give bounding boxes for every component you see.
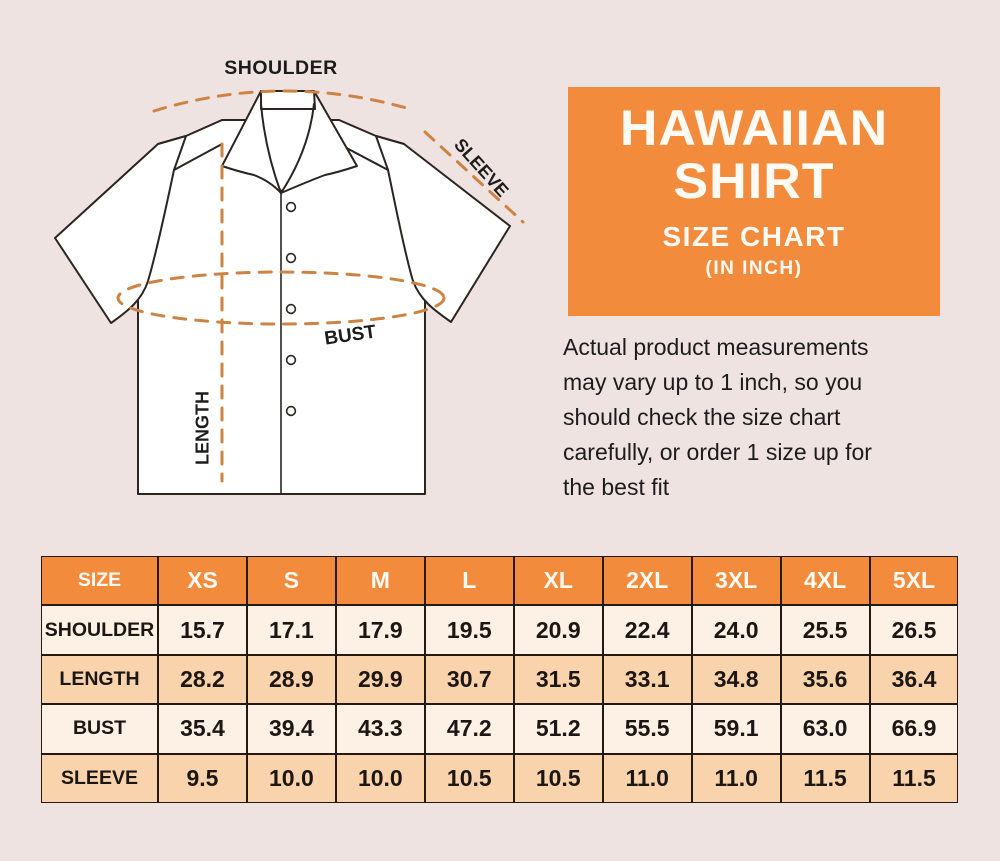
svg-text:SHOULDER: SHOULDER (224, 57, 337, 79)
